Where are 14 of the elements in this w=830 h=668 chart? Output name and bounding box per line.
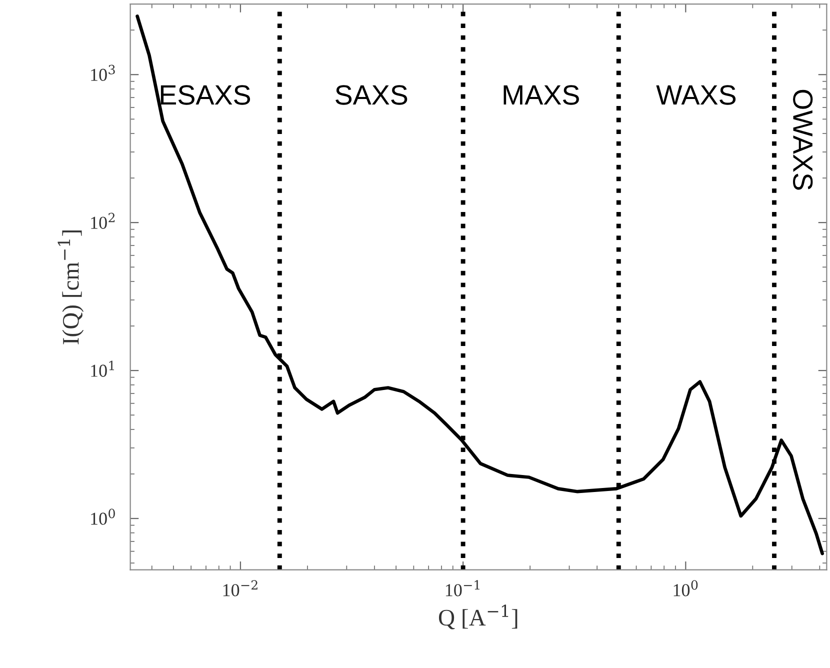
x-tick-label: 10$^{−1}$	[446, 580, 480, 596]
y-tick-label: 10$^{0}$	[91, 508, 115, 525]
x-axis-title: Q [A$^{−1}$]	[438, 604, 518, 630]
annotation: OWAXS	[793, 90, 813, 190]
annotation: WAXS	[656, 85, 736, 105]
annotation: MAXS	[504, 85, 579, 105]
y-tick-label: 10$^{2}$	[91, 212, 115, 229]
x-tick-label: 10$^{0}$	[674, 580, 698, 596]
y-tick-label: 10$^{3}$	[91, 64, 115, 81]
y-axis-title: I(Q) [cm$^{−1}$]	[58, 230, 84, 344]
annotation: ESAXS	[160, 85, 250, 105]
annotation: SAXS	[336, 85, 408, 105]
x-tick-label: 10$^{−2}$	[223, 580, 258, 596]
y-tick-label: 10$^{1}$	[91, 360, 114, 377]
